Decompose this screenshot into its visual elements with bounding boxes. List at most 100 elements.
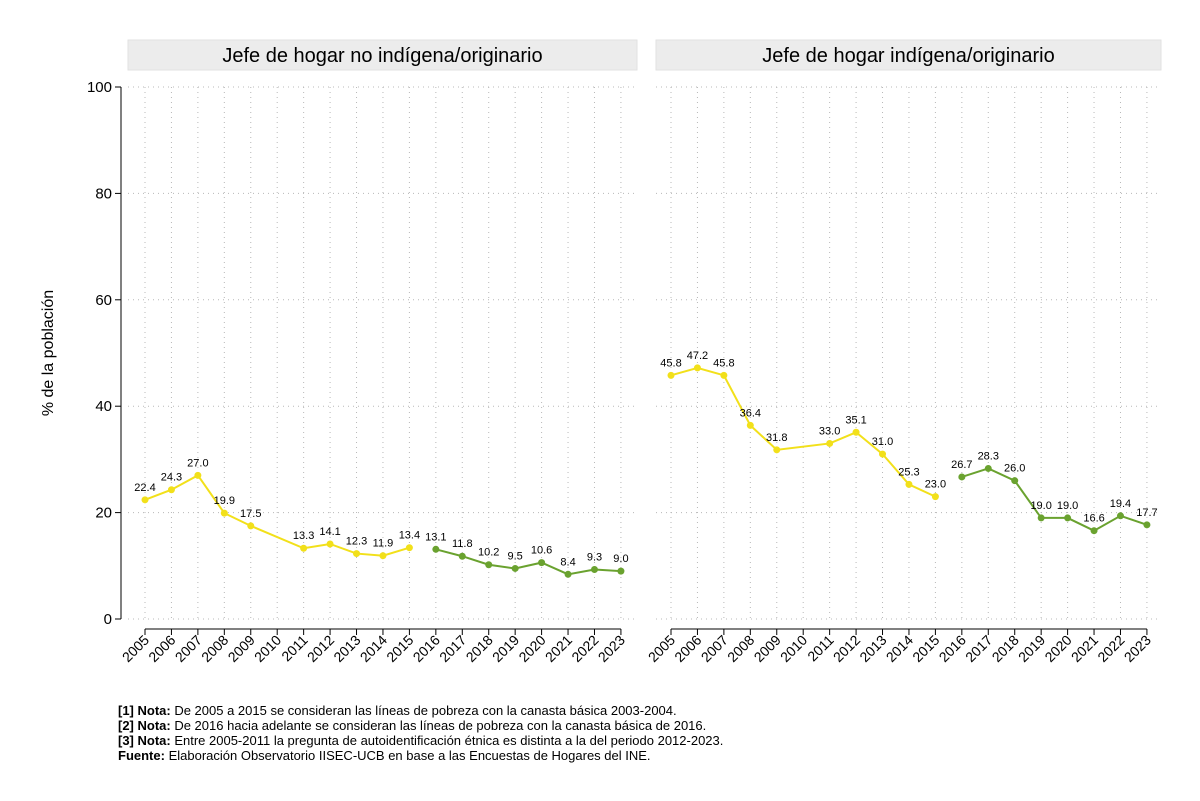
x-tick-label: 2010	[251, 632, 284, 665]
x-tick-label: 2020	[515, 632, 548, 665]
data-label: 9.5	[508, 550, 523, 562]
data-label: 23.0	[925, 479, 946, 491]
data-point	[617, 567, 625, 575]
data-point	[511, 564, 519, 572]
data-label: 19.4	[1110, 498, 1131, 510]
x-tick-label: 2018	[988, 632, 1021, 665]
data-point	[300, 544, 308, 552]
data-point	[720, 371, 728, 379]
data-point	[1116, 512, 1124, 520]
x-tick-label: 2007	[172, 632, 205, 665]
data-point	[693, 364, 701, 372]
data-label: 12.3	[346, 536, 367, 548]
x-tick-label: 2022	[1094, 632, 1127, 665]
data-label: 13.1	[425, 531, 446, 543]
data-label: 16.6	[1083, 513, 1104, 525]
data-label: 47.2	[687, 350, 708, 362]
data-label: 13.3	[293, 530, 314, 542]
data-point	[773, 446, 781, 454]
data-label: 22.4	[134, 482, 155, 494]
data-point	[826, 439, 834, 447]
data-point	[220, 509, 228, 517]
data-label: 26.7	[951, 459, 972, 471]
note-1: [1] Nota: De 2005 a 2015 se consideran l…	[118, 703, 677, 718]
data-point	[1143, 521, 1151, 529]
data-point	[931, 493, 939, 501]
data-label: 19.0	[1057, 500, 1078, 512]
data-label: 27.0	[187, 457, 208, 469]
series-line	[961, 467, 1148, 532]
data-point	[746, 421, 754, 429]
data-point	[167, 486, 175, 494]
data-label: 10.2	[478, 547, 499, 559]
x-tick-label: 2006	[145, 632, 178, 665]
data-label: 24.3	[161, 472, 182, 484]
data-point	[879, 450, 887, 458]
note-2: [2] Nota: De 2016 hacia adelante se cons…	[118, 718, 707, 733]
data-label: 26.0	[1004, 463, 1025, 475]
x-tick-label: 2023	[1121, 632, 1154, 665]
x-tick-label: 2011	[278, 632, 311, 665]
data-label: 31.8	[766, 432, 787, 444]
data-label: 11.8	[452, 538, 473, 550]
x-tick-label: 2009	[225, 632, 258, 665]
data-label: 17.5	[240, 508, 261, 520]
note-3: [3] Nota: Entre 2005-2011 la pregunta de…	[118, 733, 724, 748]
data-label: 19.9	[214, 495, 235, 507]
x-tick-label: 2005	[119, 632, 152, 665]
data-label: 31.0	[872, 436, 893, 448]
data-label: 14.1	[319, 526, 340, 538]
x-tick-label: 2019	[489, 632, 522, 665]
y-axis-title: % de la población	[40, 290, 57, 416]
x-tick-label: 2017	[962, 632, 995, 665]
data-label: 8.4	[560, 556, 575, 568]
y-tick-label: 20	[95, 505, 112, 522]
data-label: 36.4	[740, 407, 761, 419]
x-tick-label: 2008	[198, 632, 231, 665]
x-tick-label: 2015	[383, 632, 416, 665]
x-tick-label: 2012	[830, 632, 863, 665]
data-point	[984, 464, 992, 472]
data-point	[1011, 477, 1019, 485]
data-point	[432, 545, 440, 553]
x-tick-label: 2008	[724, 632, 757, 665]
x-tick-label: 2020	[1041, 632, 1074, 665]
x-tick-label: 2014	[357, 632, 390, 665]
series-line	[435, 548, 621, 576]
panel-header	[127, 39, 638, 71]
data-point	[458, 552, 466, 560]
data-label: 13.4	[399, 530, 420, 542]
data-label: 45.8	[660, 357, 681, 369]
x-tick-label: 2009	[751, 632, 784, 665]
data-point	[958, 473, 966, 481]
data-point	[590, 566, 598, 574]
data-point	[538, 559, 546, 567]
panel-header	[655, 39, 1162, 71]
y-tick-label: 80	[95, 185, 112, 202]
data-point	[852, 428, 860, 436]
x-tick-label: 2017	[436, 632, 469, 665]
data-point	[1090, 527, 1098, 535]
x-tick-label: 2021	[1068, 632, 1101, 665]
x-tick-label: 2014	[883, 632, 916, 665]
x-tick-label: 2006	[671, 632, 704, 665]
series-line	[670, 366, 936, 498]
x-tick-label: 2010	[777, 632, 810, 665]
data-label: 9.0	[613, 553, 628, 565]
data-point	[667, 371, 675, 379]
x-tick-label: 2015	[909, 632, 942, 665]
data-point	[141, 496, 149, 504]
data-label: 9.3	[587, 552, 602, 564]
series-line	[144, 474, 410, 557]
x-tick-label: 2012	[304, 632, 337, 665]
y-tick-label: 60	[95, 292, 112, 309]
x-tick-label: 2021	[542, 632, 575, 665]
data-point	[353, 550, 361, 558]
data-point	[1064, 514, 1072, 522]
data-point	[405, 544, 413, 552]
x-tick-label: 2019	[1015, 632, 1048, 665]
x-tick-label: 2016	[936, 632, 969, 665]
panel-title: Jefe de hogar indígena/originario	[762, 45, 1054, 67]
y-tick-label: 0	[104, 611, 112, 628]
